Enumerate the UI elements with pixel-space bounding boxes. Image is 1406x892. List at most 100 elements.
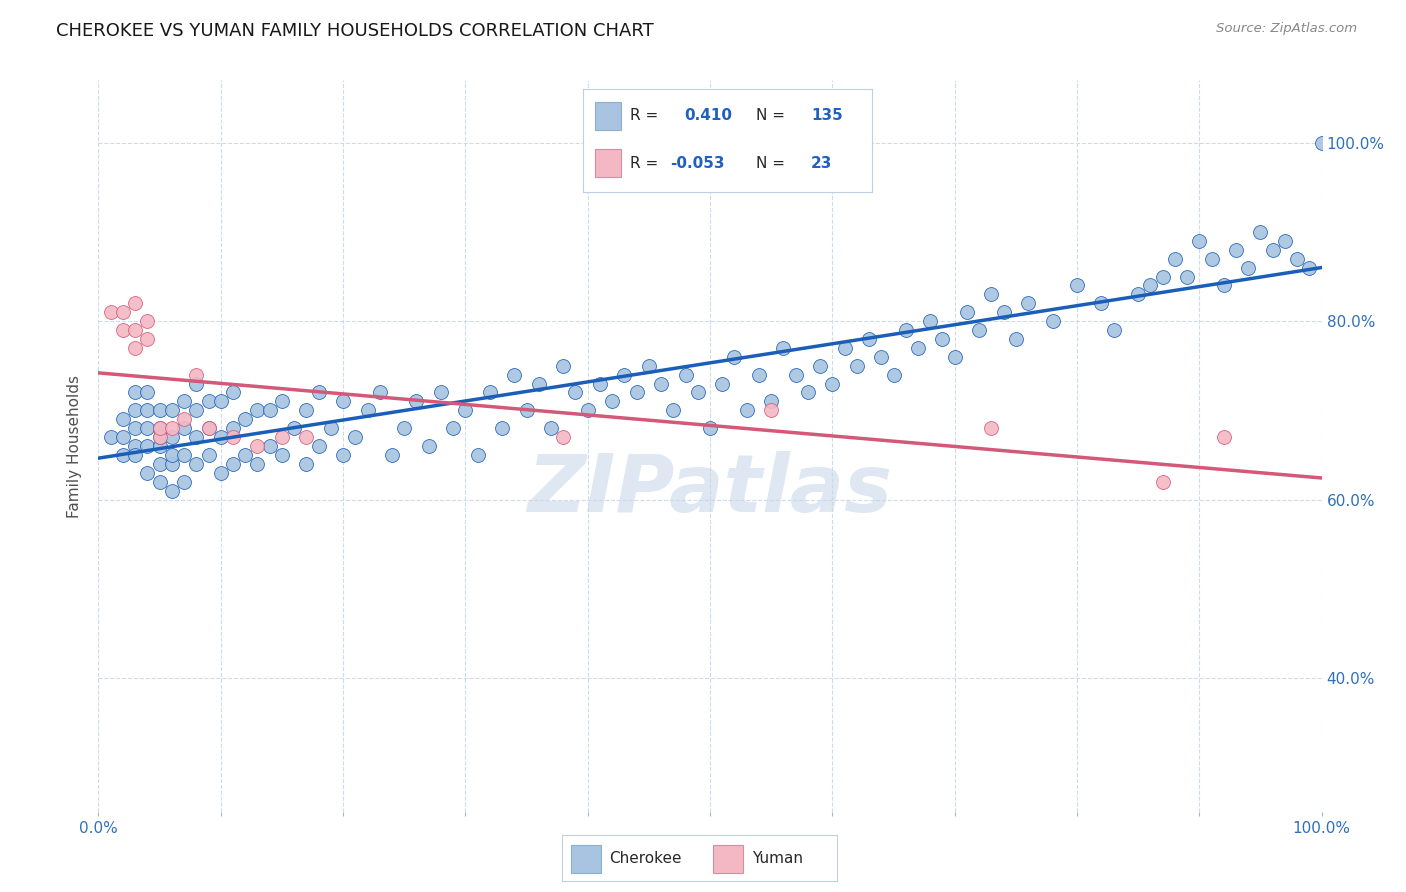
Point — [186, 457, 208, 471]
Point — [527, 376, 550, 391]
Text: 135: 135 — [811, 108, 844, 123]
Text: ZIPatlas: ZIPatlas — [527, 450, 893, 529]
Point — [124, 296, 146, 310]
Point — [160, 430, 183, 444]
Point — [332, 448, 354, 462]
Point — [845, 359, 868, 373]
Point — [270, 394, 294, 409]
Point — [197, 421, 219, 435]
Point — [295, 457, 318, 471]
Point — [1261, 243, 1284, 257]
Point — [1164, 252, 1187, 266]
Point — [980, 421, 1002, 435]
Point — [1152, 475, 1174, 489]
Point — [454, 403, 477, 417]
Point — [686, 385, 709, 400]
Text: Source: ZipAtlas.com: Source: ZipAtlas.com — [1216, 22, 1357, 36]
Point — [173, 448, 195, 462]
Text: Yuman: Yuman — [752, 851, 803, 865]
Point — [283, 421, 305, 435]
Point — [368, 385, 391, 400]
Point — [564, 385, 586, 400]
Point — [1237, 260, 1260, 275]
Point — [160, 421, 183, 435]
Point — [1139, 278, 1161, 293]
Point — [723, 350, 745, 364]
Point — [907, 341, 929, 355]
Point — [797, 385, 820, 400]
Text: CHEROKEE VS YUMAN FAMILY HOUSEHOLDS CORRELATION CHART: CHEROKEE VS YUMAN FAMILY HOUSEHOLDS CORR… — [56, 22, 654, 40]
Point — [821, 376, 844, 391]
Point — [1090, 296, 1112, 310]
Point — [111, 305, 134, 319]
Point — [295, 403, 318, 417]
Point — [308, 385, 330, 400]
Point — [503, 368, 526, 382]
Bar — [595, 102, 621, 130]
Point — [662, 403, 685, 417]
Point — [381, 448, 404, 462]
Point — [1188, 234, 1211, 248]
Point — [478, 385, 501, 400]
Point — [173, 394, 195, 409]
Point — [600, 394, 623, 409]
Point — [295, 430, 318, 444]
Point — [308, 439, 330, 453]
Point — [149, 403, 172, 417]
Point — [1102, 323, 1125, 337]
Point — [920, 314, 942, 328]
Point — [136, 314, 159, 328]
Bar — [595, 149, 621, 178]
Point — [553, 430, 575, 444]
Point — [332, 394, 354, 409]
Point — [173, 475, 195, 489]
Point — [270, 430, 294, 444]
Bar — [713, 845, 744, 873]
Point — [344, 430, 367, 444]
Point — [222, 457, 245, 471]
Point — [222, 385, 245, 400]
Point — [149, 430, 172, 444]
Point — [246, 457, 269, 471]
Point — [173, 421, 195, 435]
Point — [405, 394, 427, 409]
Text: 23: 23 — [811, 155, 832, 170]
Point — [111, 448, 134, 462]
Point — [246, 439, 269, 453]
Point — [149, 457, 172, 471]
Point — [149, 421, 172, 435]
Point — [392, 421, 416, 435]
Point — [553, 359, 575, 373]
Point — [772, 341, 794, 355]
Point — [980, 287, 1002, 301]
Point — [149, 421, 172, 435]
Point — [441, 421, 464, 435]
Point — [858, 332, 880, 346]
Point — [761, 394, 783, 409]
Point — [186, 430, 208, 444]
Point — [209, 430, 232, 444]
Point — [785, 368, 807, 382]
Point — [233, 412, 256, 426]
Point — [1286, 252, 1309, 266]
Point — [149, 439, 172, 453]
Point — [233, 448, 256, 462]
Point — [1004, 332, 1026, 346]
Point — [136, 439, 159, 453]
Point — [124, 421, 146, 435]
Point — [1212, 430, 1234, 444]
Point — [931, 332, 953, 346]
Point — [1298, 260, 1320, 275]
Point — [491, 421, 513, 435]
Point — [613, 368, 636, 382]
Point — [124, 323, 146, 337]
Point — [319, 421, 342, 435]
Point — [270, 448, 294, 462]
Point — [834, 341, 856, 355]
Point — [1249, 225, 1271, 239]
Point — [160, 403, 183, 417]
Point — [1201, 252, 1223, 266]
Point — [956, 305, 979, 319]
Point — [1212, 278, 1234, 293]
Point — [124, 385, 146, 400]
